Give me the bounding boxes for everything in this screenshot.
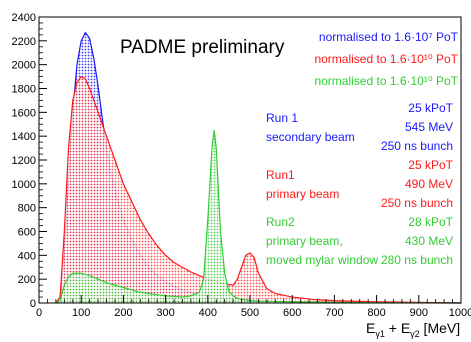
legend-text-blue: normalised to 1.6·10⁷ PoT (318, 30, 458, 44)
xlabel-sep: + E (384, 320, 411, 336)
xlabel-unit: [MeV] (419, 320, 461, 336)
y-tick-label-1400: 1400 (12, 131, 36, 143)
y-tick-label-600: 600 (18, 227, 36, 239)
run2-line-1: Run2 (266, 215, 295, 229)
legend-text-green: normalised to 1.6·10¹⁰ PoT (314, 74, 458, 88)
x-tick-label-600: 600 (283, 307, 301, 319)
y-tick-label-1000: 1000 (12, 179, 36, 191)
x-tick-label-100: 100 (72, 307, 90, 319)
y-tick-label-2000: 2000 (12, 60, 36, 72)
run1-secondary-value-3: 250 ns bunch (380, 139, 453, 153)
legend-entry-green: normalised to 1.6·10¹⁰ PoT (314, 74, 458, 88)
y-tick-label-1800: 1800 (12, 84, 36, 96)
x-tick-label-300: 300 (156, 307, 174, 319)
x-tick-label-700: 700 (325, 307, 343, 319)
run2-line-3: moved mylar window (266, 253, 379, 267)
run2-line-2: primary beam, (266, 234, 343, 248)
series-green-area (55, 130, 461, 303)
series-layer (55, 31, 462, 304)
legend-entry-red: normalised to 1.6·10¹⁰ PoT (314, 52, 458, 66)
x-tick-label-800: 800 (367, 307, 385, 319)
run2-value-1: 28 kPoT (408, 215, 453, 229)
x-tick-label-0: 0 (36, 307, 42, 319)
run1-secondary-value-1: 25 kPoT (408, 101, 453, 115)
y-tick-label-2200: 2200 (12, 36, 36, 48)
run1-primary-value-3: 250 ns bunch (380, 196, 453, 210)
y-tick-label-1600: 1600 (12, 107, 36, 119)
x-tick-label-400: 400 (199, 307, 217, 319)
x-tick-label-900: 900 (410, 307, 428, 319)
legend-text-red: normalised to 1.6·10¹⁰ PoT (314, 52, 458, 66)
xlabel-sub-1: γ1 (375, 328, 385, 339)
chart-title: PADME preliminary (120, 37, 285, 58)
run2-label: Run2 primary beam, moved mylar window (266, 213, 378, 270)
x-tick-label-500: 500 (241, 307, 259, 319)
run2-value-3: 280 ns bunch (380, 253, 453, 267)
run2-value-2: 430 MeV (404, 234, 453, 248)
y-tick-label-1200: 1200 (12, 155, 36, 167)
xlabel-sub-2: γ2 (410, 328, 420, 339)
x-tick-label-200: 200 (114, 307, 132, 319)
y-tick-label-0: 0 (30, 298, 36, 310)
axes-layer: 0200400600800100012001400160018002000220… (12, 12, 471, 319)
x-axis-label: Eγ1 + Eγ2 [MeV] (366, 320, 460, 339)
y-tick-label-200: 200 (18, 274, 36, 286)
run1-primary-label: Run1 primary beam (266, 166, 339, 204)
run1-secondary-line-2: secondary beam (266, 130, 355, 144)
y-tick-label-800: 800 (18, 203, 36, 215)
y-tick-label-2400: 2400 (12, 12, 36, 24)
run1-secondary-value-2: 545 MeV (404, 120, 453, 134)
x-tick-label-1000: 1000 (449, 307, 471, 319)
legend-entry-blue: normalised to 1.6·10⁷ PoT (319, 30, 458, 44)
run1-primary-line-2: primary beam (266, 187, 340, 201)
run1-primary-value-1: 25 kPoT (408, 158, 453, 172)
run1-secondary-values: 25 kPoT 545 MeV 250 ns bunch (381, 99, 453, 156)
y-tick-label-400: 400 (18, 250, 36, 262)
xlabel-main: E (366, 320, 376, 336)
run1-secondary-line-1: Run 1 (266, 111, 299, 125)
series-red-line (55, 75, 462, 304)
run1-primary-values: 25 kPoT 490 MeV 250 ns bunch (381, 156, 453, 213)
run2-values: 28 kPoT 430 MeV 280 ns bunch (381, 213, 453, 270)
run1-primary-value-2: 490 MeV (404, 177, 453, 191)
run1-secondary-label: Run 1 secondary beam (266, 109, 355, 147)
run1-primary-line-1: Run1 (266, 168, 295, 182)
